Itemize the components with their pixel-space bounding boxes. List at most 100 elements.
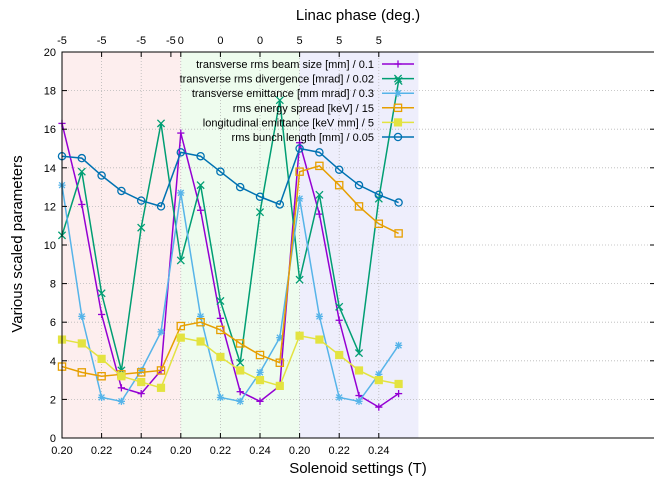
data-point	[97, 171, 106, 180]
data-point-part	[196, 181, 205, 190]
data-point	[335, 316, 343, 324]
data-point	[236, 358, 245, 367]
y-tick-label: 10	[44, 240, 56, 252]
series-2	[58, 181, 403, 405]
series-4	[57, 331, 403, 392]
data-point-part	[335, 350, 344, 360]
data-point	[196, 337, 205, 346]
data-point	[117, 186, 126, 196]
x2-tick-label: 5	[336, 35, 342, 47]
data-point	[236, 388, 244, 396]
y-tick-label: 18	[44, 86, 56, 98]
data-point	[97, 371, 106, 381]
data-point	[196, 181, 205, 190]
data-point-part	[296, 195, 303, 203]
data-point-part	[295, 167, 304, 176]
data-point-part	[236, 397, 244, 405]
data-point	[354, 366, 364, 375]
data-point	[275, 358, 285, 367]
data-point	[97, 289, 106, 298]
data-point-part	[156, 119, 166, 128]
data-point	[197, 206, 205, 214]
data-point-part	[137, 223, 146, 232]
x-tick-label: 0.24	[368, 445, 389, 457]
data-point	[156, 202, 166, 211]
data-point-part	[236, 366, 245, 375]
data-point-part	[77, 368, 87, 377]
data-point	[77, 368, 87, 377]
legend-entry-2: transverse emittance [mm mrad] / 0.3	[192, 88, 414, 100]
data-point	[394, 379, 403, 389]
data-point	[394, 229, 403, 238]
data-point-part	[97, 171, 106, 180]
data-point-part	[295, 275, 304, 284]
data-point	[216, 393, 224, 402]
data-point	[136, 368, 146, 377]
data-point-part	[136, 368, 146, 377]
data-point	[78, 200, 86, 209]
data-point	[156, 383, 166, 392]
data-point-part	[156, 202, 166, 211]
data-point	[77, 339, 86, 348]
legend-marker	[393, 74, 403, 83]
x2-tick-label: 0	[178, 35, 184, 47]
data-point	[78, 312, 86, 321]
data-point-part	[354, 202, 364, 211]
data-point-part	[235, 339, 245, 348]
legend-label: longitudinal emittance [keV mm] / 5	[203, 117, 374, 129]
series-layer	[57, 76, 403, 411]
data-point-part	[256, 369, 264, 376]
data-point-part	[156, 383, 166, 392]
data-point	[275, 381, 284, 390]
y-tick-label: 6	[50, 317, 56, 329]
data-point	[117, 397, 125, 405]
legend-marker	[393, 118, 403, 127]
data-point	[98, 310, 106, 319]
data-point-part	[176, 321, 186, 331]
data-point-part	[295, 331, 304, 340]
data-point-part	[77, 153, 87, 163]
data-point-part	[354, 349, 364, 358]
data-point-part	[255, 208, 265, 217]
data-point-part	[196, 317, 205, 327]
data-point-part	[334, 165, 344, 174]
x2-tick-label: 0	[217, 35, 223, 47]
legend-marker-part	[393, 103, 403, 113]
data-point-part	[235, 182, 245, 192]
data-point-part	[394, 198, 403, 207]
data-point	[216, 352, 225, 362]
data-point	[255, 192, 265, 201]
data-point	[157, 328, 165, 336]
data-point-part	[216, 296, 225, 306]
data-point	[216, 314, 224, 322]
data-point-part	[196, 151, 205, 161]
data-point-part	[136, 196, 146, 205]
data-point	[77, 167, 86, 176]
legend-marker	[394, 89, 402, 97]
data-point-part	[374, 376, 383, 385]
data-point	[374, 190, 384, 200]
x-tick-label: 0.20	[170, 445, 191, 457]
x2-tick-label: 0	[257, 35, 263, 47]
data-point-part	[177, 189, 185, 197]
data-point	[236, 397, 244, 405]
data-point-part	[335, 394, 343, 401]
data-point	[315, 312, 323, 321]
x2-tick-label: -5	[97, 35, 107, 47]
data-point-part	[275, 381, 284, 390]
data-point	[77, 153, 87, 163]
data-point-part	[394, 229, 403, 238]
data-point	[315, 190, 324, 199]
data-point-part	[137, 377, 146, 387]
legend-label: rms energy spread [keV] / 15	[233, 103, 374, 115]
data-point	[354, 180, 364, 190]
data-point	[275, 96, 284, 105]
x2-tick-label: 5	[376, 35, 382, 47]
data-point-part	[78, 313, 86, 320]
data-point	[315, 210, 323, 218]
data-point	[98, 393, 106, 402]
y-axis-title: Various scaled parameters	[9, 155, 26, 332]
data-point	[255, 376, 265, 385]
x-tick-label: 0.22	[328, 445, 349, 457]
